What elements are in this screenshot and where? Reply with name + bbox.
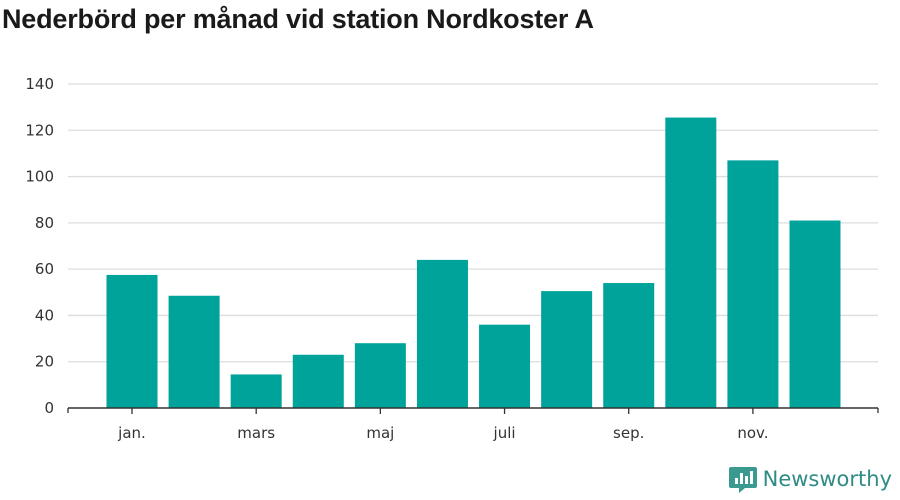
y-tick-label: 120: [25, 121, 54, 139]
x-tick-label: maj: [366, 424, 394, 442]
bar-juni[interactable]: [416, 259, 468, 408]
chart-title: Nederbörd per månad vid station Nordkost…: [2, 4, 594, 34]
bar-sep[interactable]: [603, 283, 655, 408]
x-tick-label: juli: [493, 424, 516, 442]
y-axis-ticks: 0 20 40 60 80 100 120 140: [25, 75, 54, 417]
newsworthy-logo-icon: [728, 467, 757, 493]
bar-aug[interactable]: [541, 291, 593, 408]
y-tick-label: 20: [35, 353, 54, 371]
x-tick-label: nov.: [737, 424, 768, 442]
y-tick-label: 0: [44, 399, 54, 417]
y-tick-label: 140: [25, 75, 54, 93]
bar-juli[interactable]: [479, 324, 531, 408]
bars: [106, 117, 841, 409]
newsworthy-logo-text: Newsworthy: [762, 467, 892, 491]
x-tick-label: jan.: [117, 424, 146, 442]
x-tick-label: mars: [237, 424, 275, 442]
bar-feb[interactable]: [168, 295, 220, 408]
x-tick-label: sep.: [613, 424, 644, 442]
newsworthy-logo[interactable]: Newsworthy: [728, 464, 892, 494]
bar-maj[interactable]: [354, 343, 406, 408]
y-tick-label: 80: [35, 214, 54, 232]
x-axis-ticks: jan. mars maj juli sep. nov.: [117, 408, 768, 442]
x-axis: [67, 407, 879, 413]
bar-dec[interactable]: [789, 220, 841, 408]
bar-nov[interactable]: [727, 160, 779, 408]
bar-jan[interactable]: [106, 274, 158, 408]
y-tick-label: 40: [35, 306, 54, 324]
bar-okt[interactable]: [665, 117, 717, 409]
bar-mars[interactable]: [230, 374, 282, 408]
y-tick-label: 60: [35, 260, 54, 278]
y-tick-label: 100: [25, 168, 54, 186]
bar-apr[interactable]: [292, 354, 344, 408]
